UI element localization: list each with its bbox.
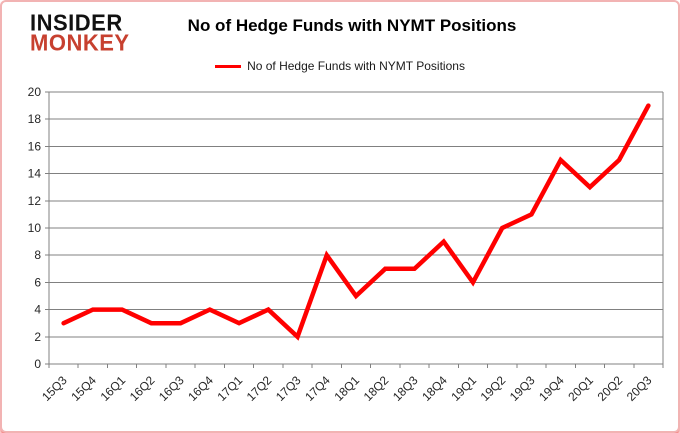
x-tick-label: 19Q1	[448, 373, 479, 404]
chart-title: No of Hedge Funds with NYMT Positions	[187, 16, 517, 35]
insider-monkey-logo: INSIDER MONKEY	[30, 9, 130, 56]
y-tick-label: 4	[34, 303, 41, 317]
y-tick-label: 12	[28, 194, 42, 208]
x-tick-label: 16Q1	[98, 373, 129, 404]
y-tick-label: 14	[28, 167, 42, 181]
y-axis-labels: 0 2 4 6 8 10 12 14 16 18 20	[28, 85, 42, 371]
data-series-line	[61, 103, 651, 341]
y-tick-label: 6	[34, 275, 41, 289]
x-tick-label: 16Q2	[127, 373, 158, 404]
x-tick-label: 17Q2	[244, 373, 275, 404]
x-tick-label: 15Q4	[68, 373, 99, 404]
logo-text-insider: INSIDER	[30, 9, 123, 36]
x-tick-label: 19Q3	[507, 373, 538, 404]
y-tick-label: 10	[28, 221, 42, 235]
x-tick-label: 20Q3	[624, 373, 655, 404]
x-tick-label: 19Q2	[478, 373, 509, 404]
logo-text-monkey: MONKEY	[30, 29, 130, 56]
y-tick-label: 2	[34, 330, 41, 344]
y-tick-label: 8	[34, 248, 41, 262]
x-tick-label: 20Q1	[565, 373, 596, 404]
x-axis-labels: 15Q315Q416Q116Q216Q316Q417Q117Q217Q317Q4…	[39, 373, 655, 404]
x-tick-label: 18Q4	[419, 373, 450, 404]
x-tick-label: 18Q3	[390, 373, 421, 404]
x-tick-label: 16Q3	[156, 373, 187, 404]
gridlines	[45, 91, 663, 365]
x-tick-label: 18Q1	[331, 373, 362, 404]
x-tick-label: 15Q3	[39, 373, 70, 404]
x-tick-label: 18Q2	[361, 373, 392, 404]
x-tick-label: 17Q1	[215, 373, 246, 404]
legend-line-swatch	[215, 64, 242, 68]
legend-label: No of Hedge Funds with NYMT Positions	[247, 59, 465, 73]
legend: No of Hedge Funds with NYMT Positions	[2, 59, 678, 73]
y-tick-label: 20	[28, 85, 42, 99]
y-tick-label: 0	[34, 357, 41, 371]
y-tick-label: 18	[28, 112, 42, 126]
x-tick-label: 20Q2	[595, 373, 626, 404]
y-tick-label: 16	[28, 139, 42, 153]
x-tick-label: 17Q3	[273, 373, 304, 404]
x-tick-label: 19Q4	[536, 373, 567, 404]
x-tick-label: 16Q4	[185, 373, 216, 404]
axes	[48, 92, 664, 368]
x-tick-label: 17Q4	[302, 373, 333, 404]
